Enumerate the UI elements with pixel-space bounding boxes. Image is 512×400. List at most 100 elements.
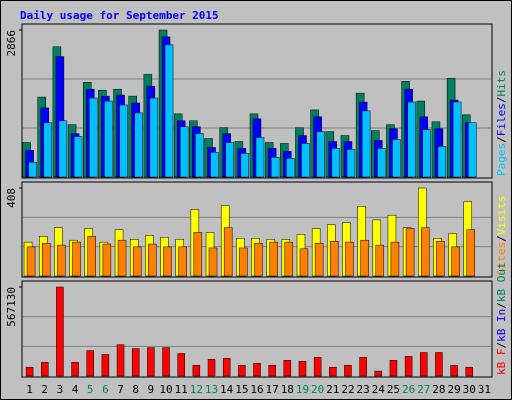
bar	[239, 247, 248, 277]
x-tick-label: 14	[220, 383, 234, 396]
x-tick-label: 6	[102, 383, 109, 396]
x-tick-label: 19	[296, 383, 309, 396]
bar	[346, 149, 356, 178]
bar	[389, 360, 398, 377]
bar	[119, 104, 128, 178]
bar	[240, 153, 250, 178]
x-tick-label: 23	[357, 383, 370, 396]
bar	[41, 242, 51, 277]
bar	[435, 352, 443, 377]
bar	[225, 142, 234, 178]
legend-entry: Pages	[495, 143, 508, 176]
x-tick-label: 22	[341, 383, 354, 396]
bar	[148, 243, 157, 277]
legend: kB F/kB In/kB Out	[495, 262, 508, 375]
x-tick-label: 15	[235, 383, 248, 396]
x-tick-label: 28	[432, 383, 445, 396]
bar	[131, 348, 140, 377]
x-tick-label: 10	[159, 383, 172, 396]
bar	[377, 148, 386, 178]
bar	[72, 241, 81, 277]
bar	[162, 347, 170, 377]
bar	[390, 241, 400, 277]
bar	[57, 244, 66, 277]
bar	[25, 366, 34, 377]
bar	[360, 239, 369, 277]
bar	[192, 364, 201, 377]
bar	[134, 112, 143, 178]
bar	[88, 97, 98, 178]
x-tick-label: 18	[281, 383, 294, 396]
bar	[147, 347, 155, 377]
legend-entry: kB Out	[495, 262, 508, 302]
legend-entry: Hits	[495, 70, 508, 97]
bar	[58, 120, 68, 178]
bar	[345, 241, 354, 277]
bar	[344, 364, 352, 377]
bar	[361, 110, 371, 178]
bar	[298, 361, 307, 377]
bar	[178, 246, 187, 277]
bar	[374, 370, 383, 377]
bar	[132, 246, 142, 277]
bar	[284, 241, 294, 277]
bar	[299, 248, 309, 277]
bar	[422, 129, 432, 178]
bar	[253, 363, 261, 377]
bar	[207, 359, 216, 377]
x-tick-label: 4	[72, 383, 79, 396]
y-tick-label: 567130	[5, 287, 18, 327]
bar	[71, 362, 79, 377]
bar	[451, 246, 460, 277]
bar	[164, 44, 174, 178]
bar	[421, 227, 430, 277]
bar	[87, 236, 96, 277]
bar	[56, 286, 64, 377]
x-tick-label: 1	[26, 383, 33, 396]
bar	[330, 241, 339, 277]
bar	[404, 356, 413, 377]
bar	[268, 364, 276, 377]
bar	[270, 157, 280, 178]
bar	[314, 242, 324, 277]
x-tick-label: 7	[117, 383, 124, 396]
bar	[283, 360, 292, 377]
chart-title: Daily usage for September 2015	[20, 9, 219, 22]
bar	[301, 143, 310, 178]
x-tick-label: 29	[447, 383, 460, 396]
y-tick-label: 2866	[5, 30, 18, 57]
x-tick-label: 25	[387, 383, 400, 396]
legend-separator: /	[495, 235, 508, 242]
bar	[28, 161, 37, 178]
bar	[436, 241, 445, 277]
bar	[329, 366, 337, 377]
bar	[407, 101, 416, 178]
bar	[269, 241, 278, 277]
legend-entry: kB F	[495, 349, 508, 376]
x-tick-label: 11	[175, 383, 188, 396]
bar	[116, 344, 125, 377]
x-tick-label: 20	[311, 383, 324, 396]
x-tick-label: 17	[266, 383, 279, 396]
panel-frame	[21, 280, 493, 378]
x-tick-label: 26	[402, 383, 415, 396]
legend: Pages/Files/Hits	[495, 70, 508, 176]
bar	[179, 126, 189, 178]
legend-separator: /	[495, 342, 508, 349]
bar	[73, 136, 83, 178]
bar	[208, 247, 218, 277]
x-tick-label: 27	[417, 383, 430, 396]
legend-separator: /	[495, 136, 508, 143]
bar	[223, 227, 233, 277]
bar	[254, 242, 263, 277]
bar	[117, 239, 127, 277]
x-tick-label: 31	[478, 383, 491, 396]
bar	[163, 246, 172, 277]
bar	[255, 137, 265, 178]
bar	[238, 364, 246, 377]
bar	[359, 357, 367, 377]
x-tick-label: 5	[87, 383, 94, 396]
bar	[101, 354, 110, 377]
legend-separator: /	[495, 302, 508, 309]
bar	[405, 228, 415, 277]
